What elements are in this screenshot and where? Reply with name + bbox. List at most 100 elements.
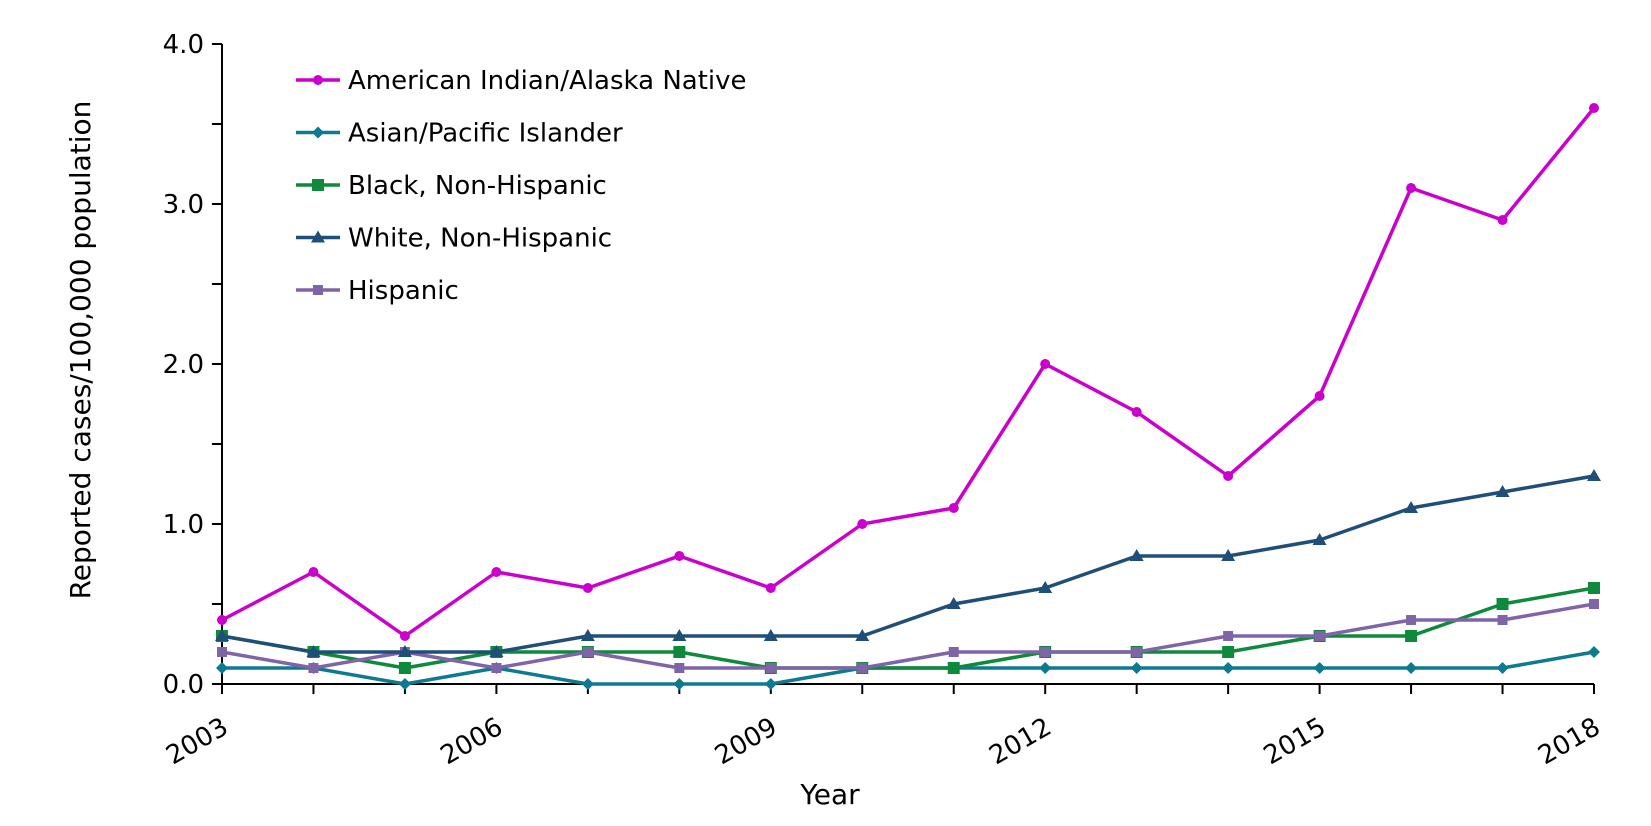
data-point — [1497, 215, 1508, 225]
series-line — [220, 602, 1596, 670]
data-point — [1222, 662, 1235, 674]
data-point — [1314, 631, 1325, 641]
legend-item: Hispanic — [296, 276, 459, 306]
data-point — [673, 678, 686, 690]
data-point — [398, 662, 411, 674]
data-point — [1406, 615, 1417, 625]
data-point — [765, 663, 776, 673]
x-tick-label: 2012 — [984, 712, 1056, 771]
data-point — [673, 646, 686, 658]
data-point — [857, 519, 868, 529]
data-point — [764, 678, 777, 690]
y-tick-label: 0.0 — [163, 670, 204, 700]
data-point — [1314, 391, 1325, 401]
legend-label: White, Non-Hispanic — [348, 224, 612, 254]
data-point — [580, 629, 595, 641]
data-point — [217, 647, 227, 657]
data-point — [763, 629, 778, 641]
data-point — [1039, 662, 1052, 674]
x-tick-label: 2006 — [436, 712, 508, 771]
data-point — [1222, 646, 1235, 658]
data-point — [672, 629, 687, 641]
data-point — [765, 583, 776, 593]
data-point — [581, 678, 594, 690]
data-point — [1589, 103, 1599, 113]
data-point — [397, 645, 412, 657]
data-point — [947, 662, 960, 674]
y-tick-label: 4.0 — [163, 30, 204, 60]
series-layer — [215, 103, 1601, 690]
data-point — [215, 629, 229, 641]
data-point — [857, 663, 868, 673]
data-point — [582, 583, 593, 593]
x-tick-label: 2018 — [1533, 712, 1605, 771]
data-point — [1496, 598, 1509, 610]
legend: American Indian/Alaska Native Asian/Pacif… — [296, 66, 747, 306]
legend-marker — [313, 285, 323, 295]
data-point — [1589, 599, 1599, 609]
data-point — [674, 551, 685, 561]
data-point — [306, 645, 321, 657]
data-point — [1405, 630, 1418, 642]
data-point — [1130, 662, 1143, 674]
legend-label: American Indian/Alaska Native — [348, 66, 747, 96]
data-point — [1404, 501, 1419, 513]
legend-marker — [312, 179, 324, 191]
data-point — [1497, 615, 1508, 625]
data-point — [1040, 359, 1051, 369]
data-point — [308, 663, 319, 673]
legend-marker — [313, 75, 323, 85]
legend-label: Hispanic — [348, 276, 459, 306]
data-point — [491, 663, 502, 673]
data-point — [948, 647, 959, 657]
series-line — [220, 106, 1596, 638]
series-american-indian-alaska-native — [217, 103, 1599, 641]
x-axis-title: Year — [799, 778, 860, 811]
data-point — [398, 678, 411, 690]
data-point — [1496, 662, 1509, 674]
data-point — [217, 615, 227, 625]
data-point — [1588, 646, 1600, 658]
y-axis-title: Reported cases/100,000 population — [64, 101, 97, 600]
data-point — [1405, 662, 1418, 674]
y-tick-label: 1.0 — [163, 510, 204, 540]
data-point — [582, 647, 593, 657]
legend-item: Black, Non-Hispanic — [296, 171, 607, 201]
data-point — [1040, 647, 1051, 657]
data-point — [1131, 647, 1142, 657]
data-point — [308, 567, 319, 577]
data-point — [489, 645, 504, 657]
x-tick-label: 2015 — [1259, 712, 1331, 771]
x-tick-label: 2003 — [161, 712, 233, 771]
data-point — [1223, 471, 1234, 481]
data-point — [1221, 549, 1236, 561]
legend-item: Asian/Pacific Islander — [296, 119, 623, 149]
legend-item: American Indian/Alaska Native — [296, 66, 747, 96]
data-point — [491, 567, 502, 577]
legend-marker — [311, 230, 325, 243]
series-white-non-hispanic — [215, 469, 1601, 657]
data-point — [946, 597, 961, 609]
data-point — [1038, 581, 1053, 593]
x-tick-label: 2009 — [710, 712, 782, 771]
y-tick-label: 2.0 — [163, 350, 204, 380]
legend-marker — [312, 126, 324, 139]
data-point — [1406, 183, 1417, 193]
y-tick-label: 3.0 — [163, 190, 204, 220]
data-point — [1312, 533, 1327, 545]
data-point — [1129, 549, 1144, 561]
legend-item: White, Non-Hispanic — [296, 224, 612, 254]
data-point — [399, 631, 410, 641]
series-line — [220, 474, 1596, 654]
data-point — [1495, 485, 1510, 497]
data-point — [948, 503, 959, 513]
data-point — [674, 663, 685, 673]
data-point — [855, 629, 870, 641]
data-point — [1223, 631, 1234, 641]
data-point — [1131, 407, 1142, 417]
data-point — [216, 662, 228, 674]
legend-label: Black, Non-Hispanic — [348, 171, 607, 201]
data-point — [1313, 662, 1326, 674]
